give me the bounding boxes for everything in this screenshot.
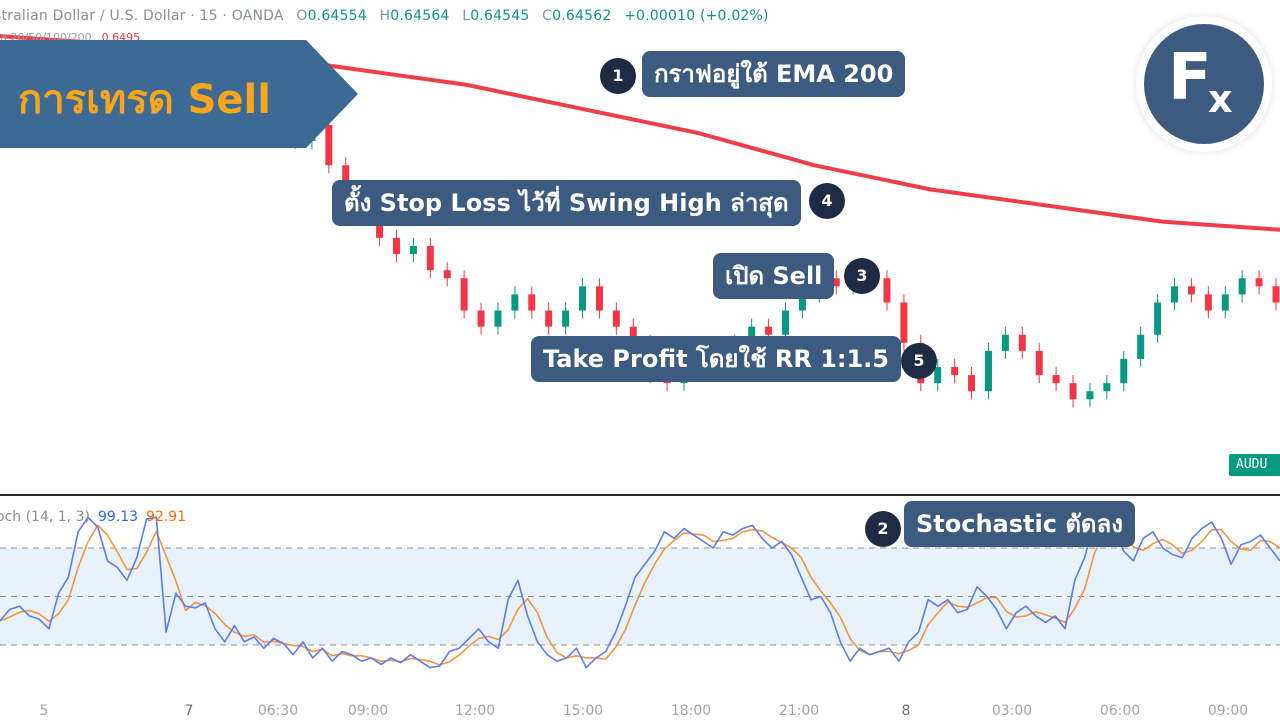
callout-1-label: กราฟอยู่ใต้ EMA 200 (642, 51, 906, 97)
candle-body (1204, 294, 1212, 311)
candle-body (1255, 278, 1263, 287)
candle-body (1221, 294, 1229, 311)
x-tick-label: 06:30 (257, 703, 299, 719)
candle-body (579, 286, 587, 311)
candle-body (765, 326, 773, 335)
banner-arrow-shape (0, 40, 358, 148)
pane-divider[interactable] (0, 494, 1280, 496)
callout-5-label: Take Profit โดยใช้ RR 1:1.5 (531, 336, 901, 382)
logo-letter-f: F (1168, 41, 1212, 115)
candle-body (1103, 383, 1111, 392)
candle-body (782, 310, 789, 335)
callout-3-label: เปิด Sell (713, 253, 835, 299)
candle-body (477, 310, 485, 327)
candle-body (325, 124, 333, 166)
candle-body (443, 270, 451, 279)
candle-body (1137, 334, 1145, 359)
candle-body (984, 350, 992, 392)
callout-4-badge: 4 (809, 183, 845, 219)
candle-body (832, 278, 840, 287)
candle-body (562, 310, 570, 327)
candle-body (968, 375, 976, 392)
stochastic-name: och (14, 1, 3) (0, 509, 90, 525)
stochastic-d-value: 92.91 (146, 509, 187, 525)
stochastic-legend: och (14, 1, 3) 99.13 92.91 (0, 509, 186, 525)
x-tick-label: 15:00 (562, 703, 604, 719)
close-value: 0.64562 (552, 8, 612, 24)
callout-2-label: Stochastic ตัดลง (904, 501, 1135, 547)
fx-logo: F x (1136, 16, 1272, 152)
candle-body (426, 245, 434, 271)
stochastic-band (0, 547, 1280, 646)
candle-body (1171, 286, 1179, 303)
candle-body (1052, 375, 1060, 384)
callout-1-badge: 1 (600, 58, 636, 94)
candle-body (1272, 286, 1280, 303)
candle-body (1001, 334, 1009, 351)
candle-body (392, 237, 400, 255)
low-value: 0.64545 (470, 8, 530, 24)
candle-body (528, 294, 536, 311)
candle-body (409, 245, 417, 255)
callout-4-label: ตั้ง Stop Loss ไว้ที่ Swing High ล่าสุด (332, 180, 801, 226)
stochastic-lines (0, 516, 1280, 669)
candle-body (1187, 286, 1195, 295)
candle-body (545, 310, 553, 327)
candle-body (748, 326, 756, 343)
ohlc-header: stralian Dollar / U.S. Dollar · 15 · OAN… (0, 8, 769, 24)
candle-body (1086, 391, 1094, 400)
x-tick-label: 5 (39, 703, 49, 719)
x-tick-label: 06:00 (1099, 703, 1141, 719)
stochastic-k-value: 99.13 (97, 509, 139, 525)
x-tick-label: 21:00 (778, 703, 820, 719)
candle-body (900, 302, 908, 343)
candle-body (1018, 334, 1026, 351)
callout-2-badge: 2 (865, 511, 901, 547)
open-label: O (296, 8, 308, 24)
candle-body (629, 326, 637, 343)
candle-body (1120, 358, 1128, 384)
x-tick-label: 7 (184, 703, 194, 719)
candle-body (883, 278, 891, 303)
candle-body (511, 294, 519, 311)
low-label: L (462, 8, 471, 24)
close-label: C (542, 8, 553, 24)
logo-circle: F x (1144, 24, 1264, 144)
candle-body (951, 367, 959, 376)
candle-body (595, 286, 603, 311)
x-tick-label: 03:00 (991, 703, 1033, 719)
banner-title: การเทรด Sell (18, 77, 271, 123)
candle-body (460, 278, 468, 311)
logo-letter-x: x (1208, 77, 1233, 121)
candle-body (1238, 278, 1246, 295)
open-value: 0.64554 (307, 8, 367, 24)
title-banner: การเทรด Sell (0, 40, 358, 148)
candle-body (494, 310, 502, 327)
x-tick-label: 09:00 (1207, 703, 1249, 719)
stochastic-k-line (0, 516, 1280, 669)
x-tick-label: 12:00 (454, 703, 496, 719)
candle-body (1069, 383, 1077, 400)
candle-body (612, 310, 620, 327)
symbol-line: stralian Dollar / U.S. Dollar · 15 · OAN… (0, 8, 284, 24)
candle-body (1035, 350, 1043, 376)
callout-3-badge: 3 (844, 258, 880, 294)
x-tick-label: 8 (901, 703, 911, 719)
x-tick-label: 09:00 (347, 703, 389, 719)
callout-5-badge: 5 (901, 343, 937, 379)
high-label: H (379, 8, 391, 24)
symbol-price-tag: AUDU (1229, 454, 1280, 476)
change-value: +0.00010 (+0.02%) (624, 8, 769, 24)
candle-body (798, 294, 806, 311)
x-tick-label: 18:00 (670, 703, 712, 719)
candle-body (934, 367, 942, 384)
candle-body (1154, 302, 1162, 335)
high-value: 0.64564 (390, 8, 450, 24)
